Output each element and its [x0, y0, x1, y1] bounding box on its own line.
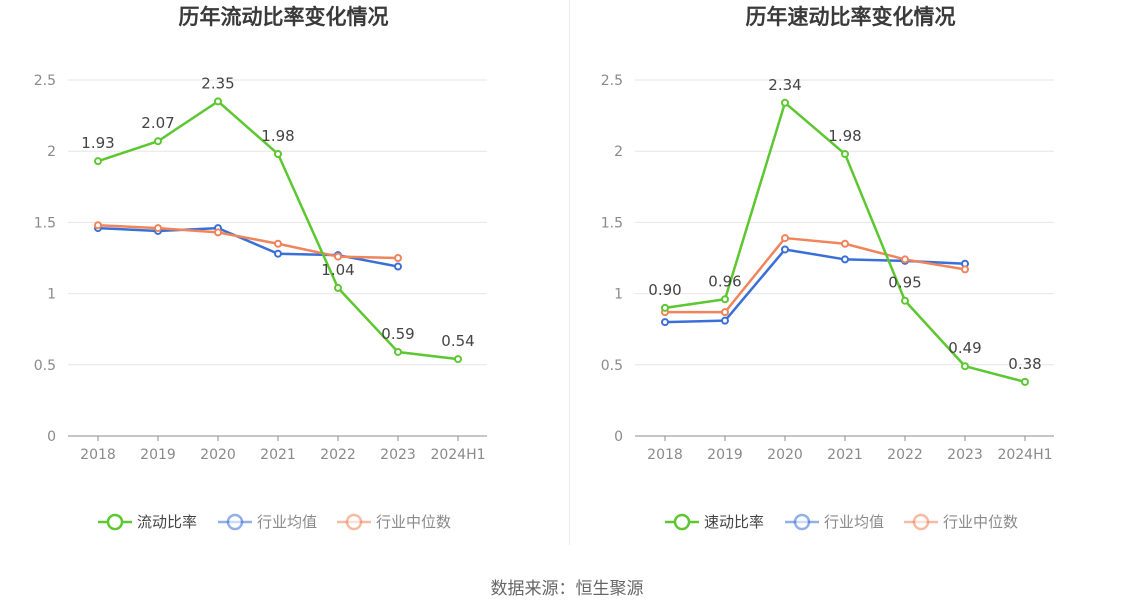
legend-label: 流动比率	[137, 513, 197, 531]
x-tick-label: 2024H1	[430, 447, 485, 463]
legend-item[interactable]: 行业均值	[785, 513, 884, 531]
data-label: 0.95	[888, 274, 921, 292]
data-label: 0.59	[381, 325, 414, 343]
y-tick-label: 2.5	[34, 73, 56, 89]
y-tick-label: 2.5	[601, 73, 623, 89]
data-label: 2.07	[141, 114, 174, 132]
data-point[interactable]	[661, 303, 669, 312]
data-point[interactable]	[274, 239, 282, 248]
legend-item[interactable]: 行业均值	[218, 513, 317, 531]
data-label: 0.54	[441, 332, 474, 350]
data-point[interactable]	[214, 228, 222, 237]
x-tick-label: 2020	[200, 447, 236, 463]
data-point[interactable]	[661, 318, 669, 327]
data-label: 2.34	[768, 76, 801, 94]
data-label: 1.98	[828, 127, 861, 145]
data-point[interactable]	[274, 249, 282, 258]
legend-marker	[345, 513, 363, 531]
quick-ratio-chart: 0 0.5 1 1.5 2 2.5 2018 2019 2020 2021 2022 2023 2024…	[601, 73, 1054, 531]
data-point[interactable]	[154, 137, 162, 146]
y-tick-label: 1	[614, 287, 623, 303]
data-point[interactable]	[961, 362, 969, 371]
data-point[interactable]	[781, 234, 789, 243]
panel-divider	[569, 0, 570, 545]
x-tick-label: 2019	[707, 447, 743, 463]
y-tick-label: 0.5	[34, 358, 56, 374]
y-tick-label: 0	[614, 429, 623, 445]
y-tick-label: 2	[47, 144, 56, 160]
data-point[interactable]	[94, 221, 102, 230]
legend-item[interactable]: 流动比率	[98, 513, 197, 531]
data-label: 1.93	[81, 134, 114, 152]
y-tick-label: 1.5	[34, 215, 56, 231]
data-point[interactable]	[721, 316, 729, 325]
data-point[interactable]	[721, 308, 729, 317]
data-point[interactable]	[394, 254, 402, 262]
data-label: 0.49	[948, 339, 981, 357]
data-point[interactable]	[1021, 377, 1029, 386]
x-tick-label: 2022	[887, 447, 923, 463]
x-tick-label: 2021	[827, 447, 863, 463]
x-tick-label: 2021	[260, 447, 296, 463]
chart-title: 历年流动比率变化情况	[178, 5, 389, 29]
data-label: 1.04	[321, 261, 354, 279]
x-tick-label: 2023	[947, 447, 983, 463]
quick-ratio-panel: 历年速动比率变化情况 0 0.5 1 1.5 2 2.5 2018 2019 2020 2021 2…	[567, 0, 1134, 545]
x-tick-label: 2023	[380, 447, 416, 463]
y-tick-label: 2	[614, 144, 623, 160]
y-tick-label: 1.5	[601, 215, 623, 231]
data-point[interactable]	[94, 157, 102, 166]
series-line	[97, 223, 399, 260]
data-point[interactable]	[841, 255, 849, 264]
data-label: 2.35	[201, 74, 234, 92]
legend-label: 速动比率	[704, 513, 764, 531]
data-source-note: 数据来源：恒生聚源	[490, 579, 644, 599]
legend-marker	[673, 513, 691, 531]
chart-title: 历年速动比率变化情况	[745, 5, 956, 29]
legend-item[interactable]: 速动比率	[665, 513, 764, 531]
legend-label: 行业中位数	[376, 513, 451, 531]
data-point[interactable]	[721, 295, 729, 304]
x-tick-label: 2018	[80, 447, 116, 463]
legend-marker	[912, 513, 930, 531]
y-tick-label: 0	[47, 429, 56, 445]
legend-label: 行业均值	[257, 513, 317, 531]
legend-marker	[106, 513, 124, 531]
data-point[interactable]	[214, 97, 222, 106]
data-point[interactable]	[841, 150, 849, 159]
current-ratio-chart: 0 0.5 1 1.5 2 2.5 2018 2019 2020 2021 2022 2023 2024…	[34, 73, 487, 531]
series-line	[665, 236, 966, 314]
data-point[interactable]	[454, 355, 462, 364]
current-ratio-panel: 历年流动比率变化情况 0 0.5 1 1.5 2 2.5 2018 2019 2020 2021 2…	[0, 0, 567, 545]
data-point[interactable]	[781, 98, 789, 107]
data-point[interactable]	[901, 296, 909, 305]
data-point[interactable]	[961, 265, 969, 274]
data-point[interactable]	[394, 262, 402, 271]
data-point[interactable]	[274, 150, 282, 159]
legend-label: 行业中位数	[943, 513, 1018, 531]
x-tick-label: 2018	[647, 447, 683, 463]
x-tick-label: 2024H1	[997, 447, 1052, 463]
legend-item[interactable]: 行业中位数	[337, 513, 451, 531]
data-point[interactable]	[394, 347, 402, 356]
data-point[interactable]	[334, 283, 342, 292]
data-point[interactable]	[781, 245, 789, 254]
x-tick-label: 2020	[767, 447, 803, 463]
y-tick-label: 0.5	[601, 358, 623, 374]
x-tick-label: 2022	[320, 447, 356, 463]
legend-marker	[226, 513, 244, 531]
y-tick-label: 1	[47, 287, 56, 303]
legend-label: 行业均值	[824, 513, 884, 531]
data-point[interactable]	[901, 255, 909, 264]
data-label: 1.98	[261, 127, 294, 145]
data-label: 0.90	[648, 281, 681, 299]
data-point[interactable]	[841, 239, 849, 248]
data-label: 0.96	[708, 272, 741, 290]
data-point[interactable]	[334, 252, 342, 261]
legend-marker	[793, 513, 811, 531]
data-label: 0.38	[1008, 355, 1041, 373]
x-tick-label: 2019	[140, 447, 176, 463]
data-point[interactable]	[154, 224, 162, 233]
legend-item[interactable]: 行业中位数	[904, 513, 1018, 531]
